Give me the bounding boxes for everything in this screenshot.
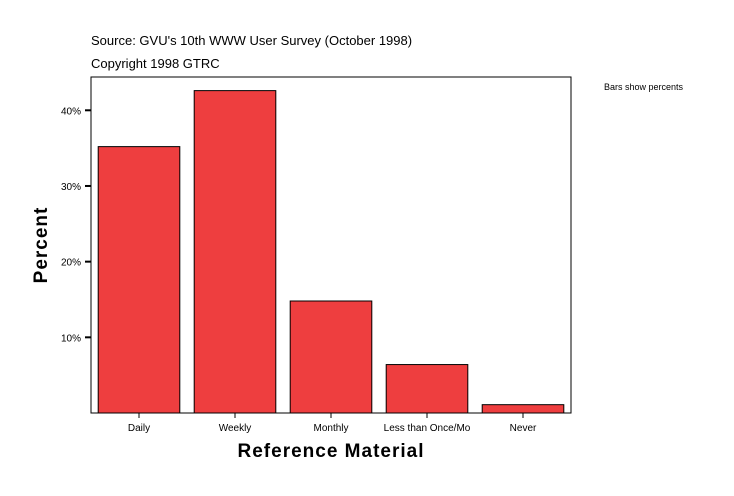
bar-4 (481, 404, 565, 414)
x-tick-label-2: Monthly (313, 423, 348, 434)
y-tick-label-2: 30% (61, 182, 81, 193)
bar-3 (385, 364, 469, 414)
chart-note: Bars show percents (604, 82, 684, 92)
x-tick-label-3: Less than Once/Mo (384, 423, 471, 434)
y-tick-label-3: 40% (61, 106, 81, 117)
chart-source: Source: GVU's 10th WWW User Survey (Octo… (91, 33, 413, 48)
bar-2 (289, 300, 373, 414)
x-axis-label: Reference Material (238, 441, 425, 462)
y-axis-label: Percent (31, 207, 52, 284)
x-tick-label-1: Weekly (219, 423, 252, 434)
x-tick-label-4: Never (510, 423, 537, 434)
bar-0 (97, 146, 181, 414)
x-tick-label-0: Daily (128, 423, 150, 434)
chart-copyright: Copyright 1998 GTRC (91, 56, 220, 71)
y-tick-label-1: 20% (61, 258, 81, 269)
y-tick-label-0: 10% (61, 333, 81, 344)
bar-1 (193, 90, 277, 414)
